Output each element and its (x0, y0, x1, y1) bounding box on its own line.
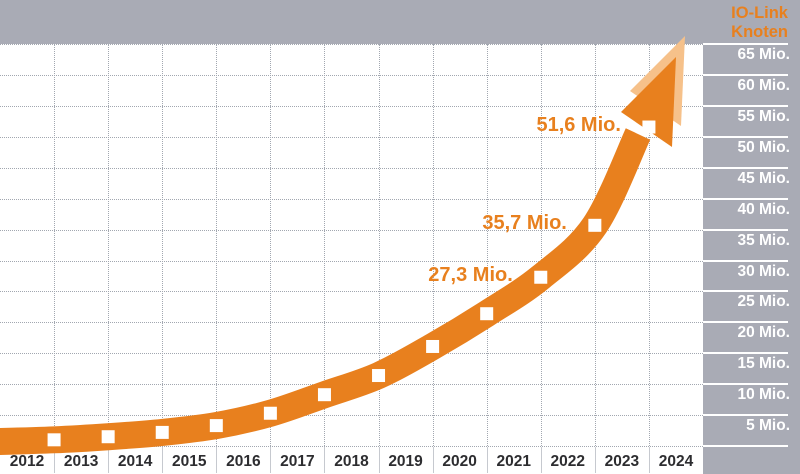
axis-title-line2: Knoten (731, 23, 788, 41)
year-label-2013: 2013 (63, 453, 99, 470)
data-point-marker-2015 (209, 419, 223, 433)
year-label-2024: 2024 (658, 453, 694, 470)
chart-plot-area (0, 44, 703, 474)
y-tick-label: 10 Mio. (737, 386, 790, 404)
growth-arrow-head (621, 57, 676, 147)
data-point-marker-2021 (534, 270, 548, 284)
year-separator (594, 447, 596, 473)
y-axis-line (703, 352, 788, 355)
y-axis-line (703, 383, 788, 386)
y-axis-line (703, 74, 788, 77)
year-separator (432, 447, 434, 473)
year-label-2012: 2012 (9, 453, 45, 470)
h-gridline (0, 44, 703, 46)
y-axis-line (703, 228, 788, 231)
y-axis-line (703, 321, 788, 324)
v-gridline (54, 44, 56, 446)
y-axis-line (703, 259, 788, 262)
h-gridline (0, 415, 703, 417)
year-separator (378, 447, 380, 473)
h-gridline (0, 75, 703, 77)
year-label-2019: 2019 (388, 453, 423, 470)
v-gridline (432, 44, 434, 446)
year-label-2020: 2020 (442, 453, 477, 470)
y-axis-line (703, 197, 788, 200)
y-tick-label: 40 Mio. (737, 200, 790, 218)
y-tick-label: 65 Mio. (737, 46, 790, 64)
data-point-marker-2020 (480, 307, 494, 321)
v-gridline (216, 44, 218, 446)
v-gridline (270, 44, 272, 446)
y-tick-label: 55 Mio. (737, 108, 790, 125)
year-separator (270, 447, 272, 473)
y-tick-label: 15 Mio. (737, 355, 790, 373)
y-tick-label: 35 Mio. (737, 231, 790, 249)
h-gridline (0, 353, 703, 355)
v-gridline (324, 44, 326, 446)
year-label-2015: 2015 (172, 453, 207, 470)
year-separator (486, 447, 488, 473)
h-gridline (0, 198, 703, 200)
y-axis-line (703, 290, 788, 293)
v-gridline (162, 44, 164, 446)
y-axis-line (703, 414, 788, 417)
y-tick-label: 30 Mio. (737, 262, 790, 280)
year-separator (648, 447, 650, 473)
y-axis-line (703, 135, 788, 138)
y-axis-line (703, 445, 788, 447)
year-label-2014: 2014 (117, 453, 153, 470)
y-axis-line (703, 105, 788, 107)
v-gridline (648, 44, 650, 446)
h-gridline (0, 446, 703, 447)
v-gridline (540, 44, 542, 446)
y-tick-label: 5 Mio. (746, 417, 790, 435)
data-point-marker-2017 (317, 388, 331, 402)
data-point-marker-2012 (47, 433, 61, 447)
year-label-2016: 2016 (226, 453, 261, 470)
data-point-marker-2013 (101, 430, 115, 444)
h-gridline (0, 167, 703, 169)
data-point-marker-2023 (642, 120, 656, 134)
data-point-marker-2022 (588, 218, 602, 232)
data-point-marker-2019 (426, 339, 440, 353)
y-tick-label: 45 Mio. (737, 169, 790, 187)
v-gridline (378, 44, 380, 446)
right-axis-panel: IO-Link Knoten (703, 0, 800, 474)
v-gridline (486, 44, 488, 446)
y-axis-line (703, 43, 788, 46)
h-gridline (0, 322, 703, 324)
year-separator (540, 447, 542, 473)
year-label-2021: 2021 (496, 453, 531, 470)
year-separator (162, 447, 164, 473)
year-label-2017: 2017 (280, 453, 315, 470)
axis-panel-title: IO-Link Knoten (668, 4, 788, 42)
y-tick-label: 60 Mio. (737, 77, 790, 95)
data-point-marker-2018 (372, 369, 386, 383)
h-gridline (0, 260, 703, 262)
year-separator (324, 447, 326, 473)
y-tick-label: 50 Mio. (737, 138, 790, 156)
y-tick-label: 20 Mio. (737, 324, 790, 342)
year-separator (108, 447, 110, 473)
top-gray-strip (0, 0, 800, 44)
data-point-marker-2014 (155, 425, 169, 439)
y-tick-label: 25 Mio. (737, 293, 790, 311)
year-label-2023: 2023 (604, 453, 640, 470)
y-axis-line (703, 166, 788, 169)
year-label-2018: 2018 (334, 453, 369, 470)
h-gridline (0, 136, 703, 138)
h-gridline (0, 106, 703, 107)
year-separator (216, 447, 218, 473)
year-separator (54, 447, 56, 473)
h-gridline (0, 291, 703, 293)
h-gridline (0, 229, 703, 231)
data-point-marker-2016 (263, 406, 277, 420)
year-label-2022: 2022 (550, 453, 586, 470)
axis-title-line1: IO-Link (731, 4, 788, 22)
v-gridline (108, 44, 110, 446)
